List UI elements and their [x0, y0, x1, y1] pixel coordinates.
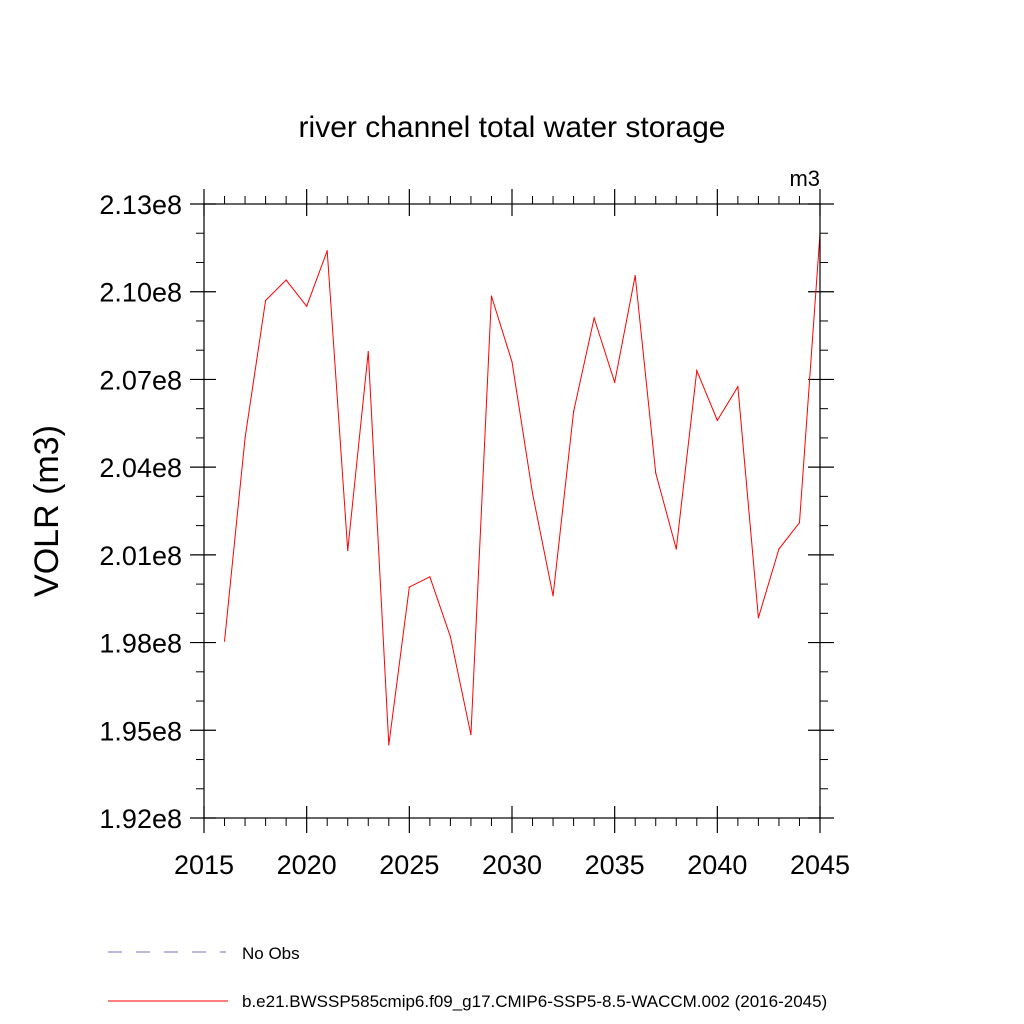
- y-tick-label: 2.13e8: [99, 190, 182, 220]
- data-point: [326, 250, 328, 252]
- data-point: [388, 744, 390, 746]
- y-tick-label: 2.07e8: [99, 365, 182, 395]
- y-tick-label: 2.10e8: [99, 278, 182, 308]
- y-tick-label: 2.04e8: [99, 453, 182, 483]
- data-point: [593, 317, 595, 319]
- data-point: [367, 351, 369, 353]
- data-point: [798, 522, 801, 524]
- data-point: [223, 640, 226, 642]
- series-layer: [223, 232, 821, 746]
- legend: No Obs b.e21.BWSSP585cmip6.f09_g17.CMIP6…: [108, 944, 827, 1011]
- x-tick-label: 2040: [687, 850, 747, 880]
- y-tick-label: 1.92e8: [99, 804, 182, 834]
- data-point: [737, 386, 739, 388]
- y-tick-label: 2.01e8: [99, 541, 182, 571]
- x-tick-label: 2035: [585, 850, 645, 880]
- x-tick-label: 2025: [379, 850, 439, 880]
- data-point: [429, 576, 431, 578]
- plot-frame: [203, 203, 821, 819]
- y-ticks: [190, 203, 834, 819]
- data-point: [716, 419, 718, 421]
- data-point: [285, 279, 287, 281]
- data-point: [757, 617, 760, 619]
- data-point: [244, 437, 246, 439]
- y-tick-label: 1.95e8: [99, 716, 182, 746]
- data-point: [531, 492, 534, 495]
- data-point: [573, 410, 575, 413]
- data-point: [490, 295, 493, 297]
- x-tick-label: 2015: [174, 850, 234, 880]
- data-point: [408, 586, 410, 588]
- data-point: [634, 275, 636, 277]
- data-point: [347, 549, 349, 552]
- y-tick-labels: 1.92e8 1.95e8 1.98e8 2.01e8 2.04e8 2.07e8 2.10…: [99, 190, 182, 834]
- units-label: m3: [789, 166, 820, 191]
- x-tick-label: 2020: [277, 850, 337, 880]
- data-point: [614, 381, 616, 383]
- chart-title: river channel total water storage: [299, 111, 726, 144]
- data-point: [675, 548, 677, 550]
- x-tick-label: 2030: [482, 850, 542, 880]
- data-point: [470, 734, 472, 736]
- data-point: [552, 595, 554, 597]
- x-tick-labels: 2015 2020 2025 2030 2035 2040 2045: [174, 850, 850, 880]
- y-tick-label: 1.98e8: [99, 629, 182, 659]
- data-point: [655, 472, 657, 474]
- x-ticks: [203, 189, 821, 833]
- data-point: [306, 305, 308, 307]
- data-point: [449, 636, 451, 638]
- series-line-0: [224, 233, 821, 745]
- data-point: [511, 361, 513, 363]
- data-point: [778, 548, 780, 550]
- legend-label-model: b.e21.BWSSP585cmip6.f09_g17.CMIP6-SSP5-8…: [242, 992, 827, 1011]
- data-point: [265, 299, 267, 302]
- legend-label-no-obs: No Obs: [242, 944, 300, 963]
- y-axis-label: VOLR (m3): [28, 425, 66, 597]
- data-point: [696, 370, 698, 372]
- x-tick-label: 2045: [790, 850, 850, 880]
